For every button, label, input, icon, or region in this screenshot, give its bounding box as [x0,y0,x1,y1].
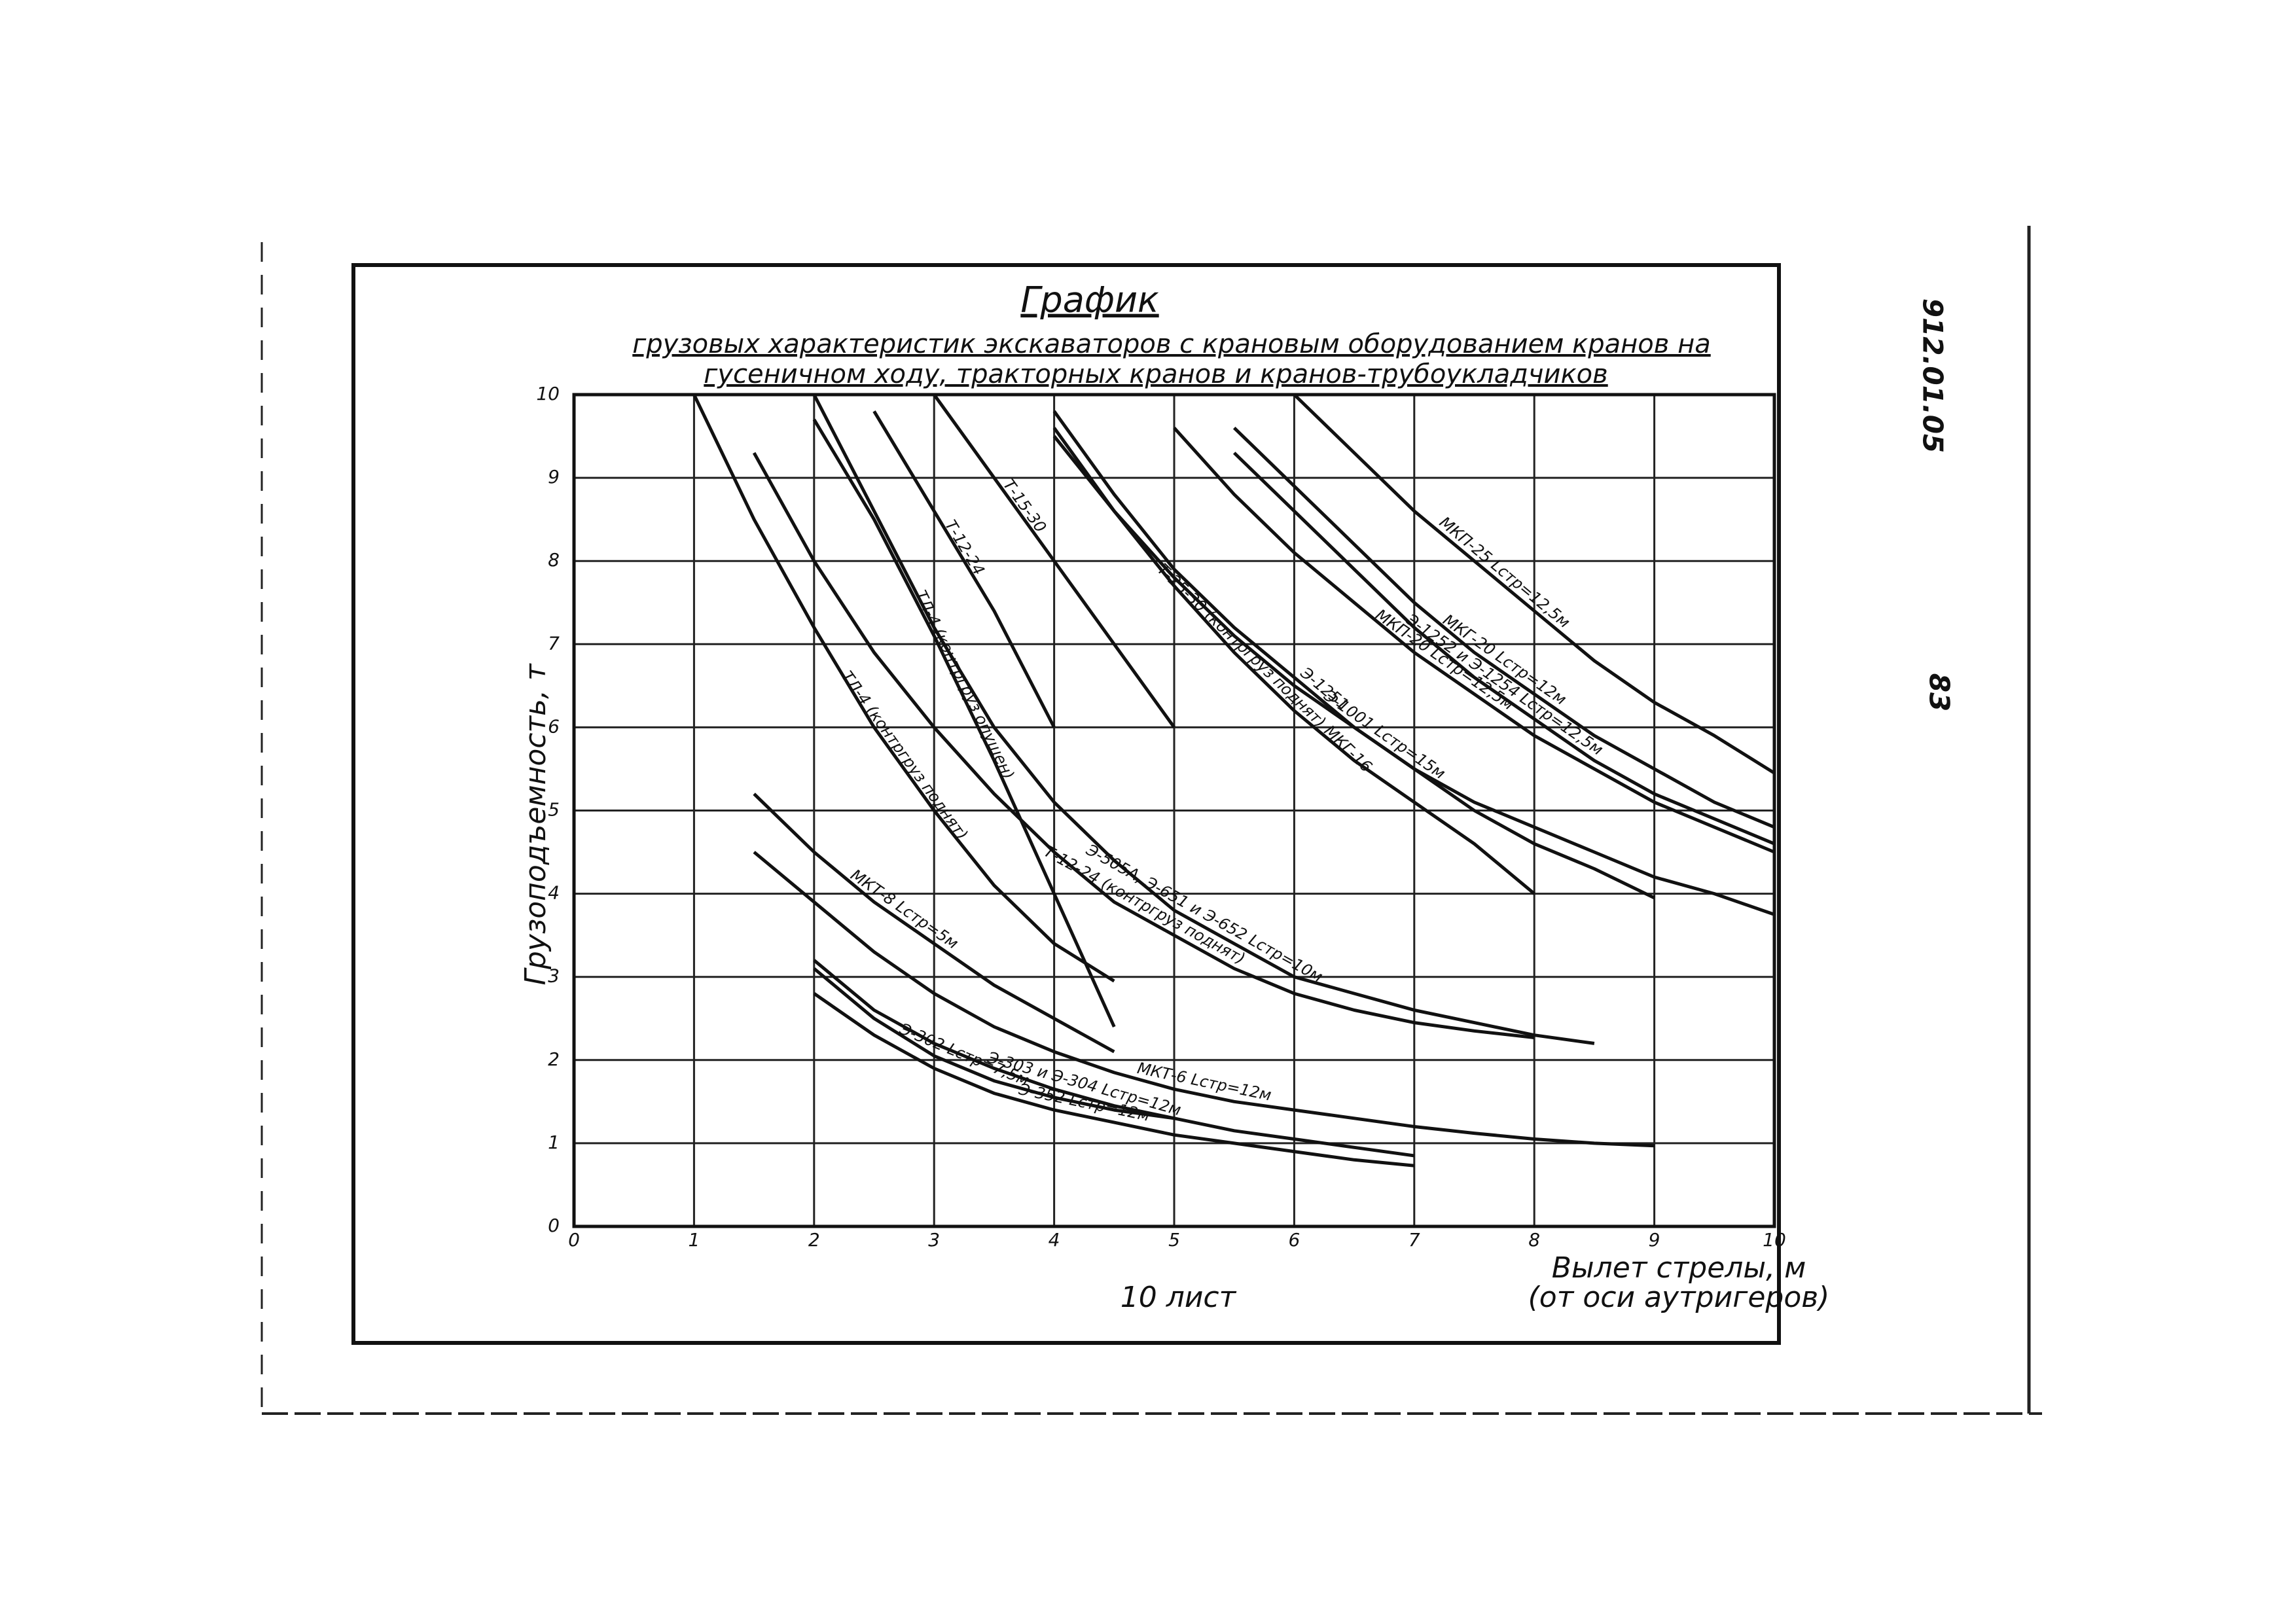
curve [1293,393,1776,775]
y-tick-label: 2 [548,1048,560,1070]
curve [692,393,1115,983]
y-axis-label: Грузоподъемность, т [519,663,552,986]
chart-subtitle: грузовых характеристик экскаваторов с кр… [632,329,1710,359]
x-tick-label: 4 [1049,1229,1060,1251]
curve [1173,427,1775,854]
y-tick-label: 4 [548,882,560,904]
x-tick-label: 7 [1408,1229,1420,1251]
x-tick-label: 6 [1288,1229,1300,1251]
y-tick-label: 8 [548,549,560,571]
chart-subtitle: гусеничном ходу, тракторных кранов и кра… [704,359,1607,389]
plot-border [572,393,1776,1228]
curve [1052,410,1655,900]
curve [753,793,1115,1054]
y-tick-label: 3 [548,965,560,987]
curve [1052,427,1535,895]
x-tick-label: 3 [928,1229,940,1251]
x-tick-label: 2 [808,1229,820,1251]
y-tick-label: 7 [548,632,560,654]
annotation: 10 лист [1121,1281,1237,1314]
x-tick-label: 5 [1168,1229,1180,1251]
curve [813,959,1415,1158]
curve [812,418,1116,1028]
chart-title: График [1020,279,1159,321]
y-tick-label: 9 [548,466,560,488]
curve [813,967,1175,1120]
x-tick-label: 9 [1649,1229,1660,1251]
y-tick-label: 1 [548,1132,560,1153]
curve [812,393,1595,1045]
curve [872,410,1056,728]
annotation: 912.01.05 [1917,298,1949,453]
curve [933,393,1176,728]
frame [351,263,1781,1345]
curve [753,851,1655,1148]
curve [813,992,1415,1168]
x-tick-label: 1 [688,1229,700,1251]
x-tick-label: 0 [568,1229,580,1251]
x-tick-label: 10 [1763,1229,1786,1251]
x-axis-label: Вылет стрелы, м [1552,1251,1806,1285]
y-tick-label: 0 [548,1215,560,1236]
curve [752,452,1535,1039]
curve [1232,427,1775,829]
annotation: 83 [1924,673,1956,711]
y-tick-label: 5 [548,799,560,821]
curve [1232,452,1775,846]
x-axis-label: (от оси аутригеров) [1528,1281,1830,1314]
y-tick-label: 10 [536,383,560,404]
y-tick-label: 6 [548,715,560,737]
x-tick-label: 8 [1528,1229,1540,1251]
